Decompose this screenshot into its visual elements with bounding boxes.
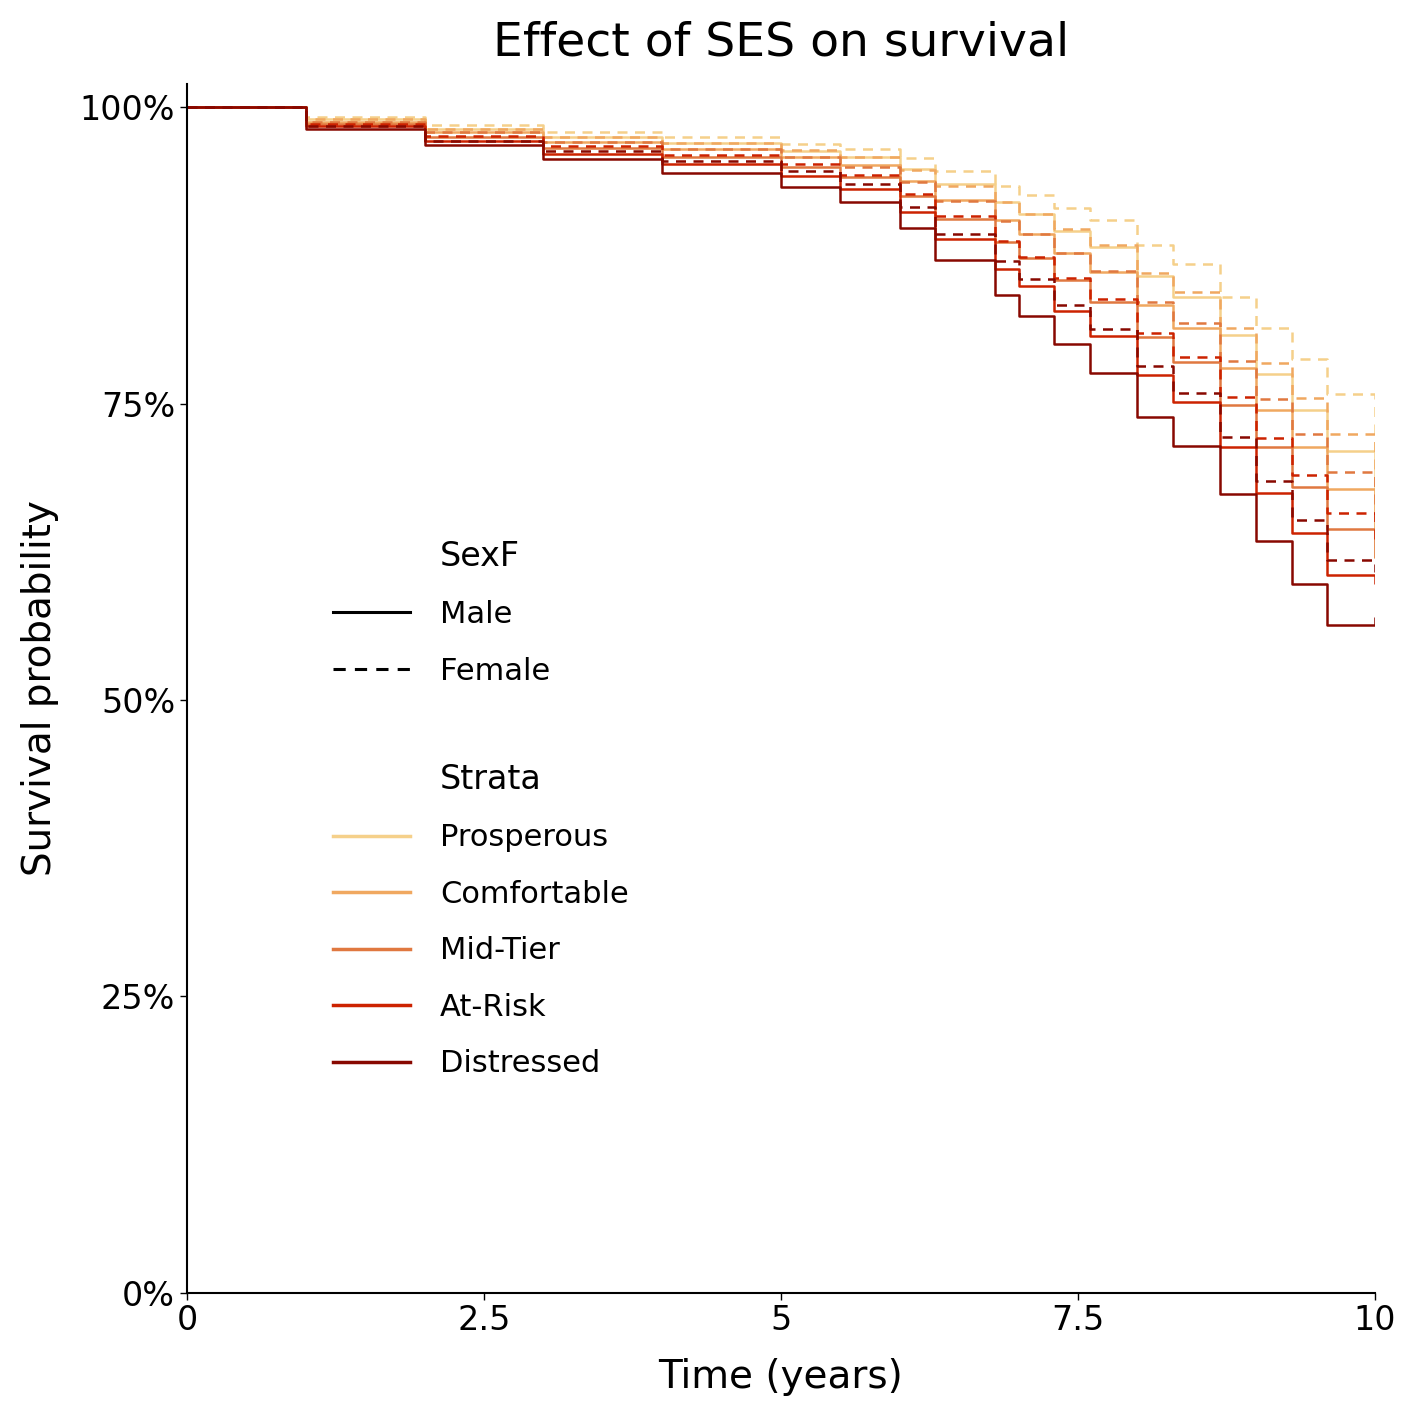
Legend: SexF, Male, Female,  , Strata, Prosperous, Comfortable, Mid-Tier, At-Risk, Distr: SexF, Male, Female, , Strata, Prosperous…: [322, 527, 640, 1091]
Y-axis label: Survival probability: Survival probability: [21, 500, 60, 876]
Title: Effect of SES on survival: Effect of SES on survival: [493, 21, 1068, 65]
X-axis label: Time (years): Time (years): [659, 1357, 903, 1396]
